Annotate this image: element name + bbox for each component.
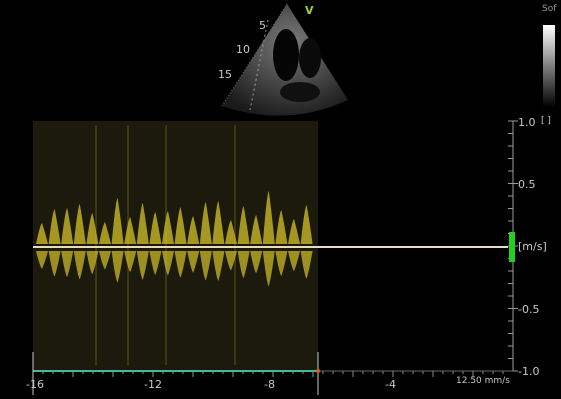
spectrum-peak-positive: [73, 204, 86, 244]
grayscale-map-label: Sof: [542, 4, 557, 14]
spectrum-peak-negative: [36, 251, 48, 269]
spectrum-peak-negative: [262, 251, 275, 287]
spectrum-peak-positive: [262, 191, 275, 244]
spectrum-peak-positive: [86, 213, 99, 244]
time-tick-marks: [32, 371, 504, 377]
spectrum-peak-negative: [99, 251, 111, 270]
sweep-cursor: [316, 369, 320, 373]
spectrum-waveforms: [36, 125, 313, 365]
velocity-tick-label: -0.5: [518, 303, 540, 316]
spectrum-peak-negative: [225, 251, 237, 271]
spectrum-peak-negative: [162, 251, 174, 276]
spectrum-peak-negative: [300, 251, 313, 279]
spectrum-peak-negative: [275, 251, 288, 277]
spectrum-peak-positive: [300, 205, 313, 244]
spectrum-peak-positive: [275, 210, 288, 244]
spectrum-peak-negative: [149, 251, 162, 275]
spectrum-peak-negative: [86, 251, 99, 275]
spectrum-peak-positive: [48, 209, 61, 244]
spectrum-peak-positive: [136, 203, 149, 244]
spectrum-peak-positive: [237, 206, 250, 244]
spectrum-peak-positive: [225, 220, 237, 244]
spectrum-peak-positive: [199, 202, 212, 244]
spectrum-peak-positive: [212, 201, 225, 244]
velocity-tick-label: 0.5: [518, 178, 536, 191]
depth-label: 15: [218, 68, 232, 81]
spectrum-peak-positive: [162, 211, 174, 244]
spectrum-peak-negative: [48, 251, 61, 277]
spectrum-peak-negative: [250, 251, 263, 274]
orientation-marker: V: [305, 4, 314, 17]
spectrum-peak-positive: [99, 222, 111, 244]
velocity-scale-indicator: [509, 232, 515, 262]
spectrum-peak-positive: [149, 212, 162, 244]
spectrum-peak-negative: [124, 251, 137, 273]
spectrum-peak-positive: [187, 216, 200, 244]
spectrum-peak-positive: [61, 208, 74, 244]
spectrum-peak-positive: [111, 198, 124, 244]
velocity-unit-label: [m/s]: [518, 240, 547, 253]
spectrum-peak-negative: [288, 251, 300, 272]
spectrum-peak-negative: [237, 251, 250, 279]
velocity-tick-label: 1.0: [518, 116, 536, 129]
spectrum-peak-positive: [124, 217, 137, 244]
spectrum-peak-negative: [73, 251, 86, 280]
spectrum-peak-negative: [136, 251, 149, 280]
time-tick-label: -4: [385, 378, 396, 391]
grayscale-bar: [543, 25, 555, 107]
sweep-speed-label: 12.50 mm/s: [456, 376, 510, 386]
spectrum-peak-negative: [187, 251, 200, 273]
spectrum-peak-negative: [61, 251, 74, 278]
depth-label: 10: [236, 43, 250, 56]
spectrum-peak-negative: [199, 251, 212, 281]
spectrum-peak-positive: [174, 207, 187, 244]
spectrum-peak-positive: [288, 219, 300, 244]
time-tick-label: -8: [264, 378, 275, 391]
spectrum-peak-negative: [174, 251, 187, 278]
time-tick-label: -12: [144, 378, 162, 391]
depth-label: 5: [259, 19, 266, 32]
spectrum-peak-negative: [212, 251, 225, 281]
bracket-icon: [ ]: [541, 116, 551, 126]
time-tick-label: -16: [26, 378, 44, 391]
spectrum-peak-positive: [250, 215, 263, 244]
velocity-tick-label: -1.0: [518, 365, 540, 378]
spectrum-peak-positive: [36, 223, 48, 244]
spectrum-peak-negative: [111, 251, 124, 283]
